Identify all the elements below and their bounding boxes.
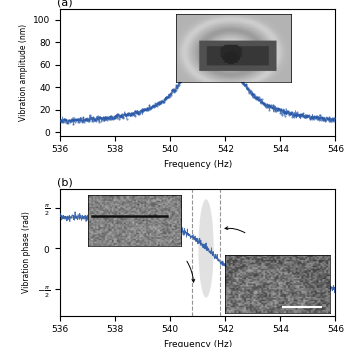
Text: (b): (b)	[57, 178, 73, 188]
Text: (a): (a)	[57, 0, 73, 7]
X-axis label: Frequency (Hz): Frequency (Hz)	[164, 340, 232, 347]
Ellipse shape	[198, 199, 214, 298]
Y-axis label: Vibration phase (rad): Vibration phase (rad)	[22, 211, 31, 293]
X-axis label: Frequency (Hz): Frequency (Hz)	[164, 160, 232, 169]
Y-axis label: Vibration amplitude (nm): Vibration amplitude (nm)	[19, 24, 28, 121]
